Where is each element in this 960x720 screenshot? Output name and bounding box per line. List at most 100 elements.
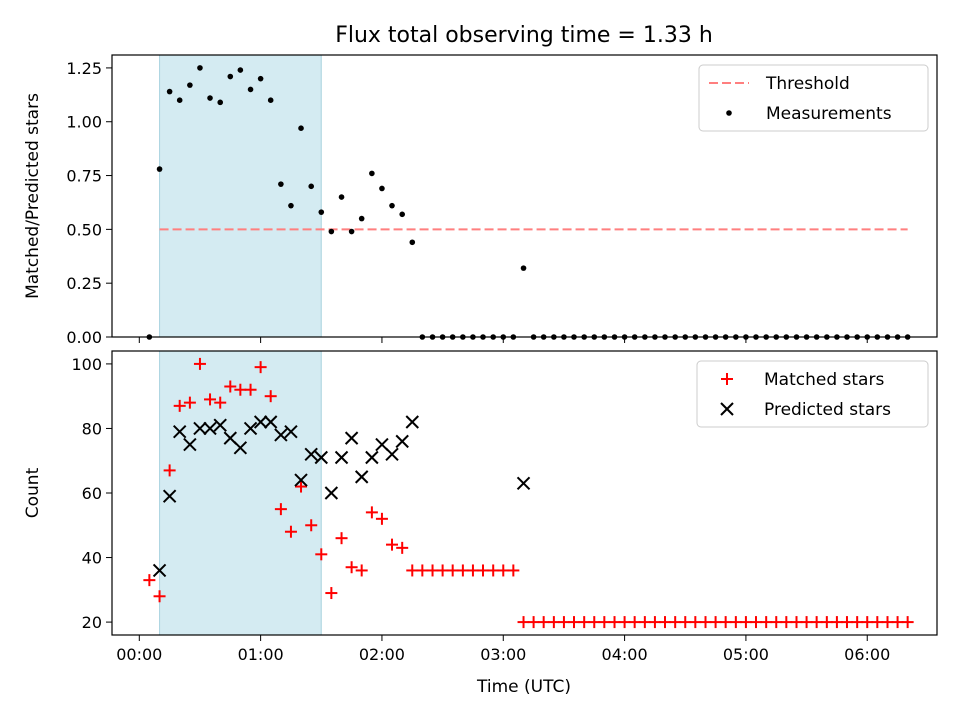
- predicted-star-point: [334, 450, 349, 465]
- bottom-panel: 20 40 60 80 100 00:00 01:00 02:00 03:00 04:00 05:0…: [23, 350, 938, 664]
- measurement-point: [358, 215, 365, 222]
- predicted-star-point: [284, 424, 298, 439]
- matched-star-point: [537, 616, 550, 629]
- x-tick-label: 00:00: [116, 645, 162, 664]
- matched-star-point: [871, 616, 884, 629]
- matched-star-point: [355, 564, 368, 577]
- matched-star-point: [851, 616, 864, 629]
- y-tick-label: 80: [82, 419, 102, 438]
- y-tick-label: 1.00: [66, 113, 102, 132]
- predicted-star-point: [274, 428, 288, 442]
- measurement-point: [298, 125, 304, 131]
- matched-star-point: [477, 564, 490, 577]
- measurement-point: [227, 73, 234, 80]
- predicted-star-point: [405, 415, 419, 429]
- matched-star-point: [861, 616, 874, 629]
- matched-star-point: [173, 399, 186, 412]
- x-tick-label: 02:00: [359, 645, 405, 664]
- matched-star-point: [760, 616, 773, 629]
- matched-star-point: [264, 390, 277, 403]
- matched-star-point: [658, 616, 671, 629]
- matched-star-point: [699, 616, 712, 629]
- matched-star-point: [618, 616, 631, 629]
- predicted-star-point: [304, 447, 318, 461]
- predicted-star-point: [203, 421, 217, 436]
- x-tick-label: 03:00: [480, 645, 526, 664]
- measurement-point: [288, 202, 294, 209]
- matched-star-point: [426, 564, 439, 577]
- measurement-point: [328, 228, 335, 235]
- matched-star-point: [648, 616, 661, 629]
- x-tick-label: 06:00: [844, 645, 890, 664]
- matched-star-point: [719, 616, 732, 629]
- matched-star-point: [709, 616, 722, 629]
- y-tick-label: 0.00: [66, 328, 102, 347]
- matched-star-point: [739, 616, 752, 629]
- legend-box: [698, 64, 929, 132]
- matched-star-point: [588, 616, 601, 629]
- predicted-star-point: [243, 421, 258, 436]
- matched-star-point: [679, 616, 692, 629]
- y-axis-label: Matched/Predicted stars: [23, 93, 43, 299]
- predicted-star-point: [162, 489, 177, 503]
- matched-star-point: [466, 564, 479, 577]
- predicted-star-point: [385, 447, 399, 461]
- legend: Threshold Measurements: [698, 64, 929, 132]
- y-tick-label: 0.50: [66, 220, 102, 239]
- legend-label: Matched stars: [764, 370, 884, 390]
- matched-star-point: [770, 616, 783, 629]
- axes-frame: [111, 350, 938, 636]
- measurement-point: [187, 82, 193, 88]
- matched-star-point: [568, 616, 580, 629]
- predicted-star-point: [395, 434, 409, 449]
- matched-star-point: [163, 464, 176, 477]
- measurement-point: [369, 170, 375, 177]
- measurement-point: [207, 95, 213, 101]
- legend-box: [696, 360, 929, 428]
- measurement-point: [267, 97, 274, 104]
- matched-star-point: [840, 616, 853, 629]
- predicted-star-point: [314, 450, 328, 465]
- y-tick-label: 20: [82, 613, 102, 632]
- matched-star-point: [497, 564, 510, 577]
- matched-star-point: [274, 503, 287, 516]
- matched-star-point: [345, 561, 358, 574]
- predicted-star-point: [294, 473, 308, 487]
- matched-star-point: [810, 616, 823, 629]
- predicted-star-point: [344, 431, 359, 445]
- matched-star-point: [830, 616, 843, 629]
- matched-star-point: [800, 616, 813, 629]
- matched-star-point: [193, 357, 206, 370]
- matched-star-point: [183, 396, 196, 409]
- matched-star-point: [325, 587, 338, 600]
- matched-star-point: [244, 383, 257, 396]
- y-axis-label: Count: [23, 467, 43, 518]
- measurement-point: [257, 75, 264, 82]
- legend: Matched stars Predicted stars: [696, 360, 929, 428]
- legend-label: Threshold: [765, 74, 850, 94]
- matched-star-point: [234, 383, 247, 396]
- measurement-point: [379, 185, 385, 192]
- matched-star-point: [375, 512, 388, 525]
- measurement-point: [338, 194, 345, 200]
- matched-star-point: [305, 519, 318, 532]
- x-axis-label: Time (UTC): [476, 677, 571, 697]
- measurement-point: [176, 97, 183, 104]
- matched-star-point: [204, 393, 217, 406]
- predicted-star-point: [172, 424, 187, 439]
- predicted-star-point: [193, 421, 207, 436]
- matched-star-point: [396, 541, 409, 554]
- predicted-star-point: [516, 476, 531, 491]
- measurement-point: [399, 211, 406, 218]
- matched-star-point: [436, 564, 449, 577]
- matched-star-point: [749, 616, 762, 629]
- matched-star-point: [214, 396, 227, 409]
- matched-star-point: [507, 564, 520, 577]
- y-tick-label: 0.75: [66, 167, 102, 186]
- predicted-star-point: [233, 441, 248, 455]
- y-tick-label: 1.25: [66, 59, 102, 78]
- matched-star-point: [456, 564, 469, 577]
- x-tick-label: 01:00: [238, 645, 284, 664]
- predicted-star-point: [365, 450, 379, 465]
- matched-star-point: [295, 480, 308, 493]
